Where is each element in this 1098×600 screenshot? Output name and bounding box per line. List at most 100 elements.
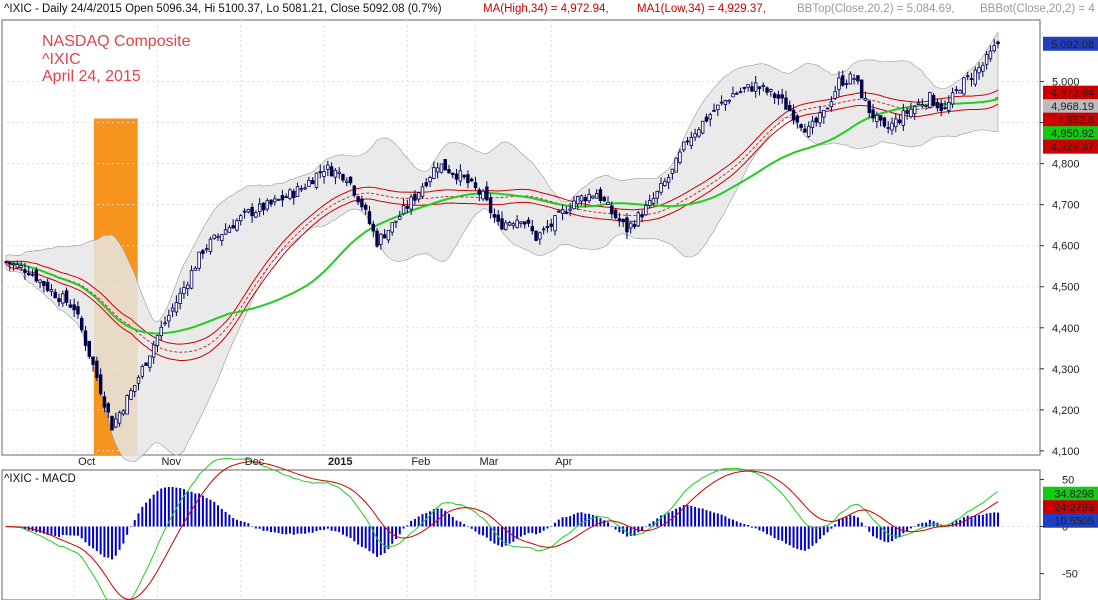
candle-body bbox=[924, 105, 928, 107]
candle-body bbox=[803, 128, 807, 133]
candle-body bbox=[447, 169, 451, 174]
candle-body bbox=[496, 214, 500, 222]
macd-histogram-bar bbox=[966, 515, 969, 527]
candle-body bbox=[367, 211, 372, 224]
candle-body bbox=[988, 50, 993, 60]
macd-histogram-bar bbox=[88, 526, 91, 546]
macd-histogram-bar bbox=[50, 526, 53, 535]
candle-body bbox=[220, 234, 224, 241]
candle-body bbox=[276, 198, 281, 201]
macd-histogram-bar bbox=[504, 526, 507, 546]
candle-body bbox=[947, 102, 951, 111]
candle-body bbox=[685, 140, 690, 143]
candle-body bbox=[466, 174, 470, 184]
candle-body bbox=[356, 196, 360, 203]
macd-histogram-bar bbox=[849, 515, 852, 527]
candle-body bbox=[318, 171, 322, 174]
candle-body bbox=[962, 77, 966, 95]
macd-histogram-bar bbox=[258, 526, 261, 529]
macd-histogram-bar bbox=[84, 526, 87, 543]
candle-body bbox=[791, 109, 796, 121]
macd-histogram-bar bbox=[447, 513, 450, 527]
x-tick-label: Nov bbox=[161, 456, 181, 468]
candle-body bbox=[670, 168, 675, 174]
candle-body bbox=[519, 221, 523, 224]
candle-body bbox=[204, 248, 209, 251]
candle-body bbox=[522, 221, 527, 225]
macd-histogram-bar bbox=[126, 526, 129, 535]
macd-histogram-bar bbox=[470, 526, 473, 529]
macd-histogram-bar bbox=[663, 513, 666, 527]
macd-histogram-bar bbox=[315, 526, 318, 532]
macd-histogram-bar bbox=[830, 526, 833, 529]
macd-histogram-bar bbox=[970, 516, 973, 527]
macd-histogram-bar bbox=[713, 512, 716, 527]
macd-histogram-bar bbox=[451, 516, 454, 527]
x-tick-label: Dec bbox=[245, 456, 265, 468]
macd-histogram-bar bbox=[588, 513, 591, 527]
candle-body bbox=[931, 94, 936, 106]
candle-body bbox=[326, 164, 330, 170]
macd-histogram-bar bbox=[735, 521, 738, 527]
macd-histogram-bar bbox=[76, 526, 79, 536]
candle-body bbox=[216, 235, 220, 238]
macd-histogram-bar bbox=[391, 526, 394, 544]
macd-histogram-bar bbox=[993, 512, 996, 527]
candle-body bbox=[30, 273, 35, 276]
macd-histogram-bar bbox=[898, 526, 901, 538]
candle-body bbox=[788, 105, 792, 112]
macd-histogram-bar bbox=[682, 505, 685, 527]
candle-body bbox=[284, 196, 288, 199]
candle-body bbox=[360, 198, 364, 208]
macd-histogram-bar bbox=[232, 517, 235, 527]
annotation-line-2: ^IXIC bbox=[42, 51, 81, 68]
candle-body bbox=[553, 215, 557, 232]
macd-histogram-bar bbox=[345, 526, 348, 537]
y-tick-label: 4,500 bbox=[1052, 282, 1080, 294]
macd-histogram-bar bbox=[46, 526, 49, 535]
candle-body bbox=[776, 94, 781, 99]
candle-body bbox=[223, 229, 228, 235]
candle-body bbox=[977, 67, 981, 74]
candle-body bbox=[110, 415, 114, 431]
macd-histogram-bar bbox=[156, 491, 159, 527]
macd-histogram-bar bbox=[213, 501, 216, 527]
macd-badge-bg bbox=[1043, 486, 1098, 501]
macd-panel bbox=[2, 457, 1040, 600]
candle-body bbox=[697, 129, 701, 137]
macd-histogram-bar bbox=[576, 512, 579, 527]
macd-histogram-bar bbox=[455, 520, 458, 527]
candle-body bbox=[405, 206, 410, 209]
candle-body bbox=[26, 272, 31, 276]
macd-histogram-bar bbox=[531, 526, 534, 533]
price-badge-bg bbox=[1043, 99, 1098, 114]
price-badge: 5,092.08 bbox=[1051, 39, 1094, 51]
candle-body bbox=[91, 356, 95, 365]
candle-body bbox=[212, 234, 216, 239]
macd-histogram-bar bbox=[262, 526, 265, 531]
candle-body bbox=[208, 238, 213, 252]
candle-body bbox=[246, 209, 251, 213]
macd-histogram-bar bbox=[326, 526, 329, 529]
candle-body bbox=[761, 85, 765, 87]
macd-signal-line bbox=[5, 461, 999, 600]
candle-body bbox=[731, 93, 735, 98]
candle-body bbox=[265, 200, 269, 210]
candle-body bbox=[507, 222, 512, 226]
macd-histogram-bar bbox=[618, 526, 621, 533]
macd-histogram-bar bbox=[834, 524, 837, 527]
candle-body bbox=[227, 227, 232, 233]
candle-body bbox=[250, 206, 254, 217]
candle-body bbox=[678, 151, 682, 163]
candle-body bbox=[375, 230, 379, 247]
candle-body bbox=[95, 360, 99, 378]
macd-histogram-bar bbox=[807, 526, 810, 550]
macd-histogram-bar bbox=[171, 486, 174, 527]
macd-histogram-bar bbox=[981, 514, 984, 527]
candle-body bbox=[867, 100, 871, 114]
moving-averages bbox=[5, 89, 999, 361]
candle-body bbox=[38, 279, 42, 283]
candle-body bbox=[795, 115, 800, 123]
macd-badge: 24.2793 bbox=[1054, 502, 1094, 514]
candle-body bbox=[45, 281, 50, 291]
